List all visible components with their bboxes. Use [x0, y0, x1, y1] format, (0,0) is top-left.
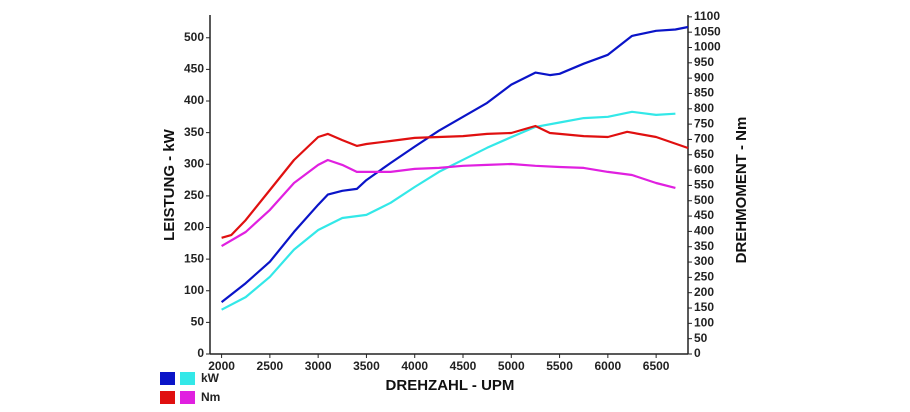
y2-tick-label: 700 [694, 132, 714, 146]
y2-tick-label: 200 [694, 285, 714, 299]
legend-swatch [180, 391, 195, 404]
y2-tick-label: 1000 [694, 40, 721, 54]
x-tick-label: 6000 [594, 359, 621, 373]
y2-tick-label: 1100 [694, 9, 720, 23]
y-tick-label: 50 [191, 315, 205, 329]
y2-tick-label: 150 [694, 300, 714, 314]
y2-tick-label: 400 [694, 224, 714, 238]
y-tick-label: 150 [184, 251, 204, 265]
legend-label: Nm [201, 390, 220, 404]
x-tick-label: 3500 [353, 359, 380, 373]
y2-tick-label: 900 [694, 70, 714, 84]
y2-tick-label: 550 [694, 178, 714, 192]
y2-tick-label: 800 [694, 101, 714, 115]
y-tick-label: 400 [184, 93, 204, 107]
y2-tick-label: 1050 [694, 24, 721, 38]
y2-axis-title: DREHMOMENT - Nm [733, 117, 750, 264]
x-tick-label: 4000 [401, 359, 428, 373]
legend-swatch [160, 391, 175, 404]
y-tick-label: 0 [197, 346, 204, 360]
y2-tick-label: 0 [694, 346, 701, 360]
y2-tick-label: 750 [694, 116, 714, 130]
data-line [221, 110, 676, 311]
x-tick-label: 2500 [257, 359, 284, 373]
y-tick-label: 350 [184, 125, 204, 139]
y2-tick-label: 600 [694, 162, 714, 176]
y2-tick-label: 950 [694, 55, 714, 69]
x-tick-label: 3000 [305, 359, 332, 373]
y-tick-label: 500 [184, 30, 204, 44]
y-tick-label: 100 [184, 283, 204, 297]
x-tick-label: 6500 [643, 359, 670, 373]
y-axis-title: LEISTUNG - kW [161, 128, 178, 241]
y2-tick-label: 350 [694, 239, 714, 253]
x-tick-label: 2000 [208, 359, 235, 373]
x-tick-label: 4500 [450, 359, 477, 373]
data-line [221, 124, 689, 239]
data-line [220, 25, 689, 303]
y-tick-label: 200 [184, 220, 204, 234]
y-tick-label: 250 [184, 188, 204, 202]
legend-swatch [160, 372, 175, 385]
x-tick-label: 5500 [546, 359, 573, 373]
y2-tick-label: 250 [694, 270, 714, 284]
y2-tick-label: 450 [694, 208, 714, 222]
data-line [221, 158, 676, 248]
y-tick-label: 450 [184, 62, 204, 76]
x-tick-label: 5000 [498, 359, 525, 373]
legend-label: kW [201, 371, 220, 385]
y2-tick-label: 100 [694, 316, 714, 330]
x-axis-title: DREHZAHL - UPM [386, 377, 515, 394]
y-tick-label: 300 [184, 156, 204, 170]
y2-tick-label: 850 [694, 86, 714, 100]
y2-tick-label: 650 [694, 147, 714, 161]
y2-tick-label: 50 [694, 331, 708, 345]
legend-swatch [180, 372, 195, 385]
y2-tick-label: 300 [694, 254, 714, 268]
y2-tick-label: 500 [694, 193, 714, 207]
